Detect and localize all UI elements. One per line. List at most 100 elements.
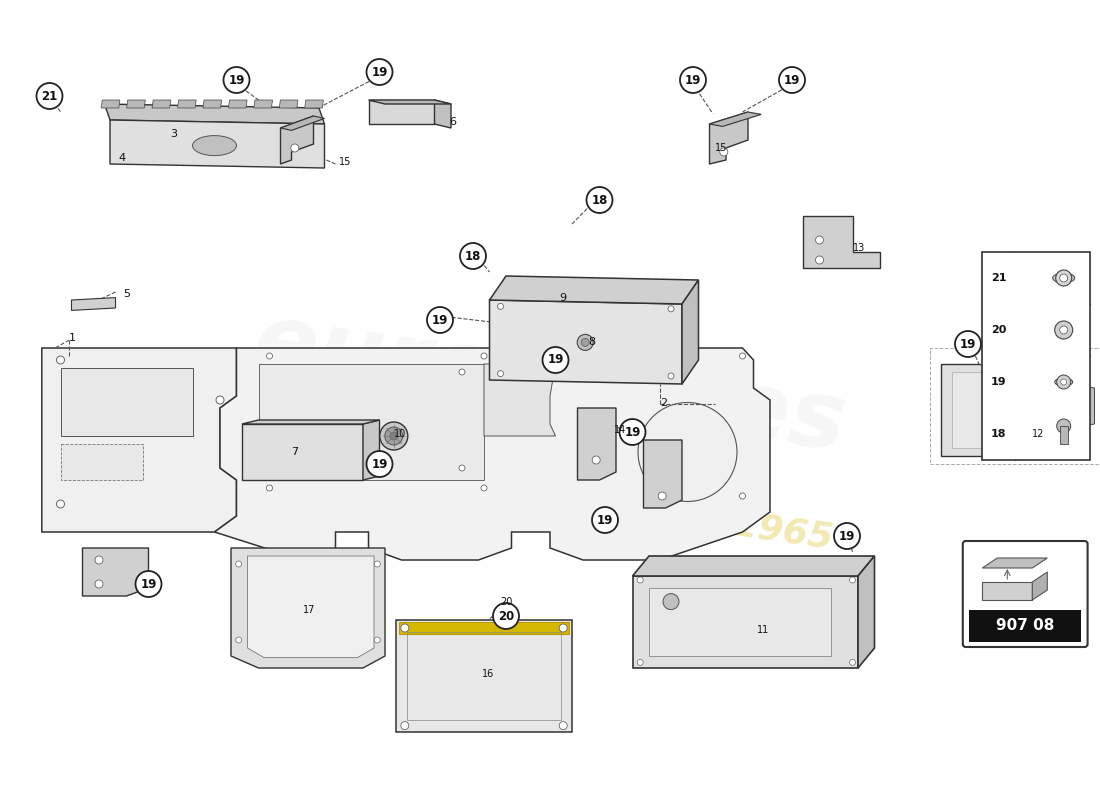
Polygon shape	[248, 556, 374, 658]
Circle shape	[815, 236, 824, 244]
Circle shape	[374, 637, 381, 643]
Circle shape	[223, 67, 250, 93]
Text: 18: 18	[592, 194, 607, 206]
Ellipse shape	[1053, 273, 1075, 283]
Circle shape	[739, 493, 746, 499]
Circle shape	[427, 307, 453, 333]
Circle shape	[542, 347, 569, 373]
Text: 19: 19	[597, 514, 613, 526]
Polygon shape	[534, 292, 572, 356]
Text: 21: 21	[42, 90, 57, 102]
Text: 3: 3	[170, 129, 177, 138]
Circle shape	[95, 580, 103, 588]
Polygon shape	[305, 100, 323, 108]
Bar	[930, 348, 1100, 464]
Text: 13: 13	[852, 243, 865, 253]
Text: 18: 18	[465, 250, 481, 262]
Text: eurospares: eurospares	[248, 297, 852, 471]
Text: 12: 12	[1032, 430, 1044, 439]
Polygon shape	[858, 556, 874, 668]
Bar	[969, 610, 1081, 642]
Polygon shape	[60, 444, 143, 480]
Polygon shape	[1072, 364, 1089, 456]
Bar	[982, 252, 1090, 460]
Text: 9: 9	[559, 294, 565, 303]
Polygon shape	[242, 424, 363, 480]
Bar	[1059, 426, 1068, 444]
Polygon shape	[177, 100, 196, 108]
Polygon shape	[803, 216, 880, 268]
Text: 907 08: 907 08	[996, 618, 1055, 633]
Text: 17: 17	[302, 606, 315, 615]
Circle shape	[739, 353, 746, 359]
Polygon shape	[231, 548, 385, 668]
Polygon shape	[682, 280, 698, 384]
Text: 1: 1	[69, 333, 76, 342]
Ellipse shape	[192, 135, 236, 155]
Circle shape	[581, 338, 590, 346]
Circle shape	[266, 353, 273, 359]
Polygon shape	[72, 298, 116, 310]
Polygon shape	[632, 556, 875, 576]
Text: 18: 18	[991, 429, 1006, 439]
Circle shape	[481, 485, 487, 491]
Text: 21: 21	[991, 273, 1006, 283]
Text: 19: 19	[784, 74, 800, 86]
Polygon shape	[578, 408, 616, 480]
Text: 16: 16	[482, 670, 494, 679]
Circle shape	[497, 303, 504, 310]
Text: 19: 19	[960, 338, 976, 350]
Circle shape	[637, 659, 644, 666]
Polygon shape	[258, 364, 484, 480]
Polygon shape	[214, 348, 770, 560]
Polygon shape	[710, 112, 761, 126]
Text: 19: 19	[432, 314, 448, 326]
Circle shape	[559, 624, 568, 632]
Circle shape	[481, 353, 487, 359]
Text: 14: 14	[614, 426, 626, 435]
Circle shape	[1059, 326, 1068, 334]
Polygon shape	[202, 100, 222, 108]
Circle shape	[56, 500, 65, 508]
Polygon shape	[710, 112, 748, 164]
Text: 19: 19	[229, 74, 244, 86]
Circle shape	[619, 419, 646, 445]
Circle shape	[637, 577, 644, 583]
Polygon shape	[368, 100, 451, 104]
Text: 5: 5	[123, 289, 130, 298]
Circle shape	[1057, 375, 1070, 389]
Circle shape	[216, 396, 224, 404]
Text: 20: 20	[498, 610, 514, 622]
Circle shape	[719, 148, 728, 156]
Circle shape	[592, 456, 601, 464]
Text: 19: 19	[625, 426, 640, 438]
Polygon shape	[60, 368, 192, 436]
Polygon shape	[490, 276, 698, 304]
Circle shape	[379, 422, 408, 450]
Text: 20: 20	[991, 325, 1006, 335]
Text: 6: 6	[449, 118, 455, 127]
Text: 7: 7	[292, 447, 298, 457]
Circle shape	[56, 356, 65, 364]
Circle shape	[389, 432, 398, 440]
Text: a passion for parts since 1965: a passion for parts since 1965	[221, 436, 835, 556]
Polygon shape	[101, 100, 120, 108]
FancyBboxPatch shape	[962, 541, 1088, 647]
Text: 15: 15	[715, 143, 727, 153]
Circle shape	[849, 659, 856, 666]
Text: 20: 20	[500, 598, 513, 607]
Polygon shape	[1072, 384, 1094, 428]
Circle shape	[1055, 321, 1072, 339]
Text: 19: 19	[141, 578, 156, 590]
Circle shape	[36, 83, 63, 109]
Circle shape	[834, 523, 860, 549]
Polygon shape	[490, 300, 682, 384]
Circle shape	[95, 556, 103, 564]
Circle shape	[668, 306, 674, 312]
Text: 11: 11	[757, 626, 769, 635]
Polygon shape	[484, 364, 556, 436]
Circle shape	[497, 370, 504, 377]
Polygon shape	[110, 120, 324, 168]
Circle shape	[668, 373, 674, 379]
Text: 10: 10	[394, 430, 406, 439]
